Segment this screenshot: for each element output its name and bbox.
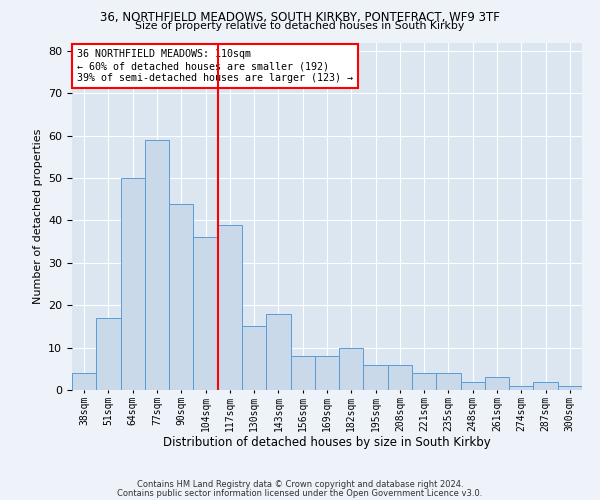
Text: 36 NORTHFIELD MEADOWS: 110sqm
← 60% of detached houses are smaller (192)
39% of : 36 NORTHFIELD MEADOWS: 110sqm ← 60% of d…: [77, 50, 353, 82]
Bar: [193, 238, 218, 390]
Text: Contains public sector information licensed under the Open Government Licence v3: Contains public sector information licen…: [118, 488, 482, 498]
Bar: [364, 364, 388, 390]
Bar: [485, 378, 509, 390]
Bar: [72, 373, 96, 390]
Bar: [145, 140, 169, 390]
Bar: [412, 373, 436, 390]
Bar: [121, 178, 145, 390]
Y-axis label: Number of detached properties: Number of detached properties: [32, 128, 43, 304]
Bar: [242, 326, 266, 390]
Bar: [218, 224, 242, 390]
Bar: [266, 314, 290, 390]
Bar: [339, 348, 364, 390]
Bar: [388, 364, 412, 390]
X-axis label: Distribution of detached houses by size in South Kirkby: Distribution of detached houses by size …: [163, 436, 491, 450]
Bar: [509, 386, 533, 390]
Bar: [461, 382, 485, 390]
Bar: [96, 318, 121, 390]
Text: Contains HM Land Registry data © Crown copyright and database right 2024.: Contains HM Land Registry data © Crown c…: [137, 480, 463, 489]
Bar: [558, 386, 582, 390]
Bar: [533, 382, 558, 390]
Bar: [290, 356, 315, 390]
Text: 36, NORTHFIELD MEADOWS, SOUTH KIRKBY, PONTEFRACT, WF9 3TF: 36, NORTHFIELD MEADOWS, SOUTH KIRKBY, PO…: [100, 11, 500, 24]
Bar: [315, 356, 339, 390]
Text: Size of property relative to detached houses in South Kirkby: Size of property relative to detached ho…: [136, 21, 464, 31]
Bar: [169, 204, 193, 390]
Bar: [436, 373, 461, 390]
